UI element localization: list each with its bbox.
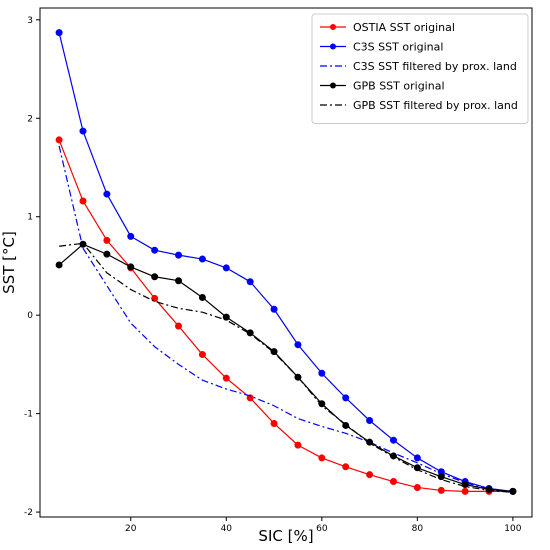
data-point <box>79 240 87 248</box>
x-tick-label: 60 <box>316 524 328 534</box>
series-layer <box>55 29 517 495</box>
legend-marker <box>330 24 336 30</box>
data-point <box>175 251 183 259</box>
data-point <box>246 278 254 286</box>
data-point <box>151 273 159 281</box>
data-point <box>198 351 206 359</box>
data-point <box>389 478 397 486</box>
data-point <box>318 454 326 462</box>
legend-label: OSTIA SST original <box>353 21 455 34</box>
data-point <box>342 463 350 471</box>
series-3 <box>58 145 513 493</box>
data-point <box>175 322 183 330</box>
y-tick-label: 3 <box>27 16 33 26</box>
data-point <box>461 487 469 495</box>
legend-box <box>311 13 529 124</box>
data-point <box>222 264 230 272</box>
data-point <box>151 246 159 254</box>
data-point <box>294 341 302 349</box>
y-axis-title: SST [°C] <box>0 231 18 294</box>
legend-label: GPB SST original <box>353 80 445 93</box>
data-point <box>413 483 421 491</box>
x-tick-label: 40 <box>221 524 233 534</box>
data-point <box>294 441 302 449</box>
legend: OSTIA SST original C3S SST original C3S SS… <box>311 13 529 124</box>
data-point <box>413 454 421 462</box>
x-axis-title: SIC [%] <box>258 527 313 545</box>
legend-label: GPB SST filtered by prox. land <box>353 99 518 112</box>
series-4 <box>55 240 517 495</box>
legend-label: C3S SST filtered by prox. land <box>353 60 517 73</box>
data-point <box>222 374 230 382</box>
data-point <box>342 394 350 402</box>
data-point <box>509 487 517 495</box>
series-line <box>59 242 513 493</box>
data-point <box>366 438 374 446</box>
data-point <box>127 232 135 240</box>
data-point <box>485 485 493 493</box>
data-point <box>103 190 111 198</box>
data-point <box>318 400 326 408</box>
data-point <box>270 305 278 313</box>
data-point <box>198 293 206 301</box>
data-point <box>246 394 254 402</box>
legend-entry: GPB SST filtered by prox. land <box>320 99 518 112</box>
y-tick-label: 2 <box>27 114 33 124</box>
legend-entry: C3S SST original <box>320 41 443 54</box>
legend-entry: OSTIA SST original <box>320 21 455 34</box>
series-5 <box>59 242 513 493</box>
data-point <box>270 419 278 427</box>
x-tick-label: 20 <box>125 524 137 534</box>
legend-label: C3S SST original <box>353 41 443 54</box>
data-point <box>222 313 230 321</box>
axis-ticks: 20 40 60 80 100 -2 -1 0 1 2 3 <box>24 16 522 534</box>
data-point <box>175 277 183 285</box>
legend-marker <box>330 82 336 89</box>
data-point <box>366 417 374 425</box>
legend-entry: GPB SST original <box>320 80 445 93</box>
data-point <box>103 236 111 244</box>
y-tick-label: 1 <box>27 213 33 223</box>
data-point <box>318 369 326 377</box>
data-point <box>55 136 63 144</box>
data-point <box>389 436 397 444</box>
data-point <box>127 263 135 271</box>
data-point <box>55 261 63 269</box>
data-point <box>79 127 87 135</box>
y-tick-label: -1 <box>24 410 33 420</box>
data-point <box>461 481 469 489</box>
y-tick-label: 0 <box>27 311 33 321</box>
plot-frame <box>39 7 533 518</box>
x-tick-label: 100 <box>504 524 521 534</box>
series-line <box>58 32 513 492</box>
data-point <box>79 197 87 205</box>
data-point <box>198 255 206 263</box>
series-line <box>58 139 513 493</box>
series-line <box>58 145 513 493</box>
x-tick-label: 80 <box>412 524 424 534</box>
data-point <box>366 471 374 479</box>
y-tick-label: -2 <box>24 508 33 518</box>
data-point <box>103 250 111 258</box>
data-point <box>151 294 159 302</box>
data-point <box>55 29 63 37</box>
legend-entry: C3S SST filtered by prox. land <box>320 60 517 73</box>
data-point <box>270 348 278 356</box>
data-point <box>437 486 445 494</box>
data-point <box>437 473 445 481</box>
legend-marker <box>330 43 336 50</box>
